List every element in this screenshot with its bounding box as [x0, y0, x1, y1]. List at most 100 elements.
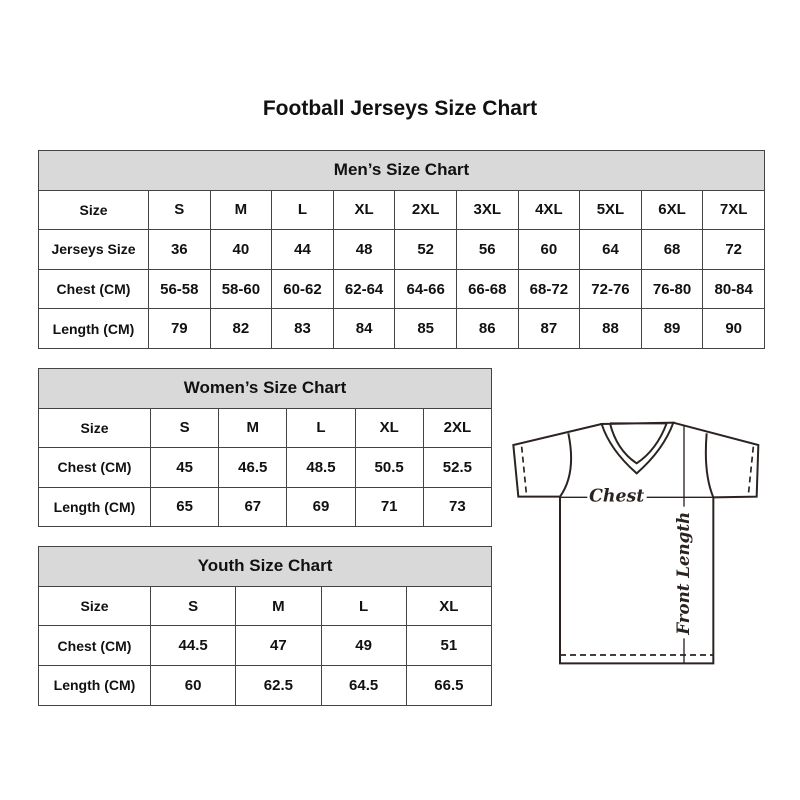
youth-size-table: Youth Size Chart Size S M L XL Chest (CM) 44.5 4…	[38, 546, 493, 706]
table-cell: 7XL	[702, 189, 765, 231]
table-cell: 46.5	[218, 447, 288, 488]
table-cell: 68	[640, 229, 704, 270]
table-cell: 84	[332, 308, 396, 349]
table-cell: 83	[271, 308, 334, 349]
table-cell: 58-60	[209, 268, 273, 310]
table-cell: S	[148, 189, 211, 231]
table-cell: 52	[394, 229, 457, 270]
table-row: Length (CM) 79 82 83 84 85 86 87 88 89 90	[38, 308, 765, 349]
table-row: Length (CM) 65 67 69 71 73	[38, 486, 493, 527]
table-cell: 65	[149, 486, 220, 527]
women-table-heading: Women’s Size Chart	[38, 368, 492, 409]
row-label: Chest (CM)	[38, 268, 149, 310]
table-cell: 66-68	[455, 268, 519, 310]
measure-lines	[560, 425, 714, 664]
table-cell: 64.5	[320, 665, 407, 706]
table-cell: 52.5	[422, 447, 493, 488]
table-cell: 62-64	[332, 268, 396, 310]
table-cell: L	[286, 407, 356, 448]
table-cell: 56	[455, 229, 519, 270]
table-row: Jerseys Size 36 40 44 48 52 56 60 64 68 72	[38, 229, 765, 270]
row-label: Length (CM)	[38, 486, 151, 527]
table-cell: 60	[149, 665, 237, 706]
stitching-lines	[520, 446, 755, 656]
table-cell: 2XL	[394, 189, 457, 231]
table-cell: 90	[702, 308, 765, 349]
table-cell: 48	[332, 229, 396, 270]
page-title: Football Jerseys Size Chart	[262, 97, 538, 120]
jersey-diagram: Chest Front Length	[512, 421, 760, 665]
table-cell: 44.5	[149, 625, 237, 667]
table-cell: 79	[148, 308, 211, 349]
table-cell: 3XL	[455, 189, 519, 231]
table-cell: L	[271, 189, 334, 231]
table-cell: 87	[517, 308, 581, 349]
table-cell: 60	[517, 229, 581, 270]
table-row: Chest (CM) 44.5 47 49 51	[38, 625, 493, 667]
table-cell: 73	[422, 486, 493, 527]
row-label: Size	[38, 189, 149, 231]
men-table-heading: Men’s Size Chart	[38, 150, 765, 191]
table-cell: 51	[405, 625, 493, 667]
table-row: Chest (CM) 56-58 58-60 60-62 62-64 64-66 66-68…	[38, 268, 765, 310]
youth-table-heading: Youth Size Chart	[38, 546, 492, 587]
table-cell: XL	[332, 189, 396, 231]
row-label: Size	[38, 585, 151, 627]
front-length-label: Front Length	[673, 512, 693, 636]
womens-size-table: Women’s Size Chart Size S M L XL 2XL Chest (CM)…	[38, 368, 493, 527]
table-cell: 67	[218, 486, 288, 527]
table-cell: 66.5	[405, 665, 493, 706]
table-cell: 50.5	[354, 447, 424, 488]
table-cell: 6XL	[640, 189, 704, 231]
sleeve-seams	[559, 433, 715, 498]
jersey-outline	[512, 421, 760, 665]
table-cell: XL	[354, 407, 424, 448]
table-cell: 48.5	[286, 447, 356, 488]
table-row: Size S M L XL 2XL 3XL 4XL 5XL 6XL 7XL	[38, 189, 765, 231]
table-cell: M	[235, 585, 322, 627]
table-cell: 45	[149, 447, 220, 488]
table-cell: 86	[455, 308, 519, 349]
table-cell: L	[320, 585, 407, 627]
chest-label: Chest	[589, 487, 644, 507]
table-cell: 64	[579, 229, 642, 270]
table-row: Size S M L XL 2XL	[38, 407, 493, 448]
table-cell: 44	[271, 229, 334, 270]
table-cell: S	[149, 585, 237, 627]
table-cell: 5XL	[579, 189, 642, 231]
table-cell: 49	[320, 625, 407, 667]
table-cell: 2XL	[422, 407, 493, 448]
table-row: Length (CM) 60 62.5 64.5 66.5	[38, 665, 493, 706]
table-cell: S	[149, 407, 220, 448]
table-cell: M	[218, 407, 288, 448]
table-cell: 60-62	[271, 268, 334, 310]
row-label: Size	[38, 407, 151, 448]
table-cell: 80-84	[702, 268, 765, 310]
table-row: Size S M L XL	[38, 585, 493, 627]
row-label: Chest (CM)	[38, 625, 151, 667]
table-cell: 36	[148, 229, 211, 270]
table-cell: 72-76	[579, 268, 642, 310]
table-cell: 64-66	[394, 268, 457, 310]
row-label: Jerseys Size	[38, 229, 149, 270]
table-cell: 62.5	[235, 665, 322, 706]
row-label: Chest (CM)	[38, 447, 151, 488]
table-cell: 72	[702, 229, 765, 270]
table-cell: 47	[235, 625, 322, 667]
table-cell: XL	[405, 585, 493, 627]
table-cell: 76-80	[640, 268, 704, 310]
table-row: Chest (CM) 45 46.5 48.5 50.5 52.5	[38, 447, 493, 488]
table-cell: 68-72	[517, 268, 581, 310]
table-cell: 71	[354, 486, 424, 527]
row-label: Length (CM)	[38, 308, 149, 349]
jersey-collar	[600, 421, 675, 475]
table-cell: 40	[209, 229, 273, 270]
table-cell: 69	[286, 486, 356, 527]
table-cell: 56-58	[148, 268, 211, 310]
table-cell: 4XL	[517, 189, 581, 231]
table-cell: 88	[579, 308, 642, 349]
row-label: Length (CM)	[38, 665, 151, 706]
mens-size-table: Men’s Size Chart Size S M L XL 2XL 3XL 4XL 5XL 6XL…	[38, 150, 765, 349]
table-cell: M	[209, 189, 273, 231]
table-cell: 89	[640, 308, 704, 349]
